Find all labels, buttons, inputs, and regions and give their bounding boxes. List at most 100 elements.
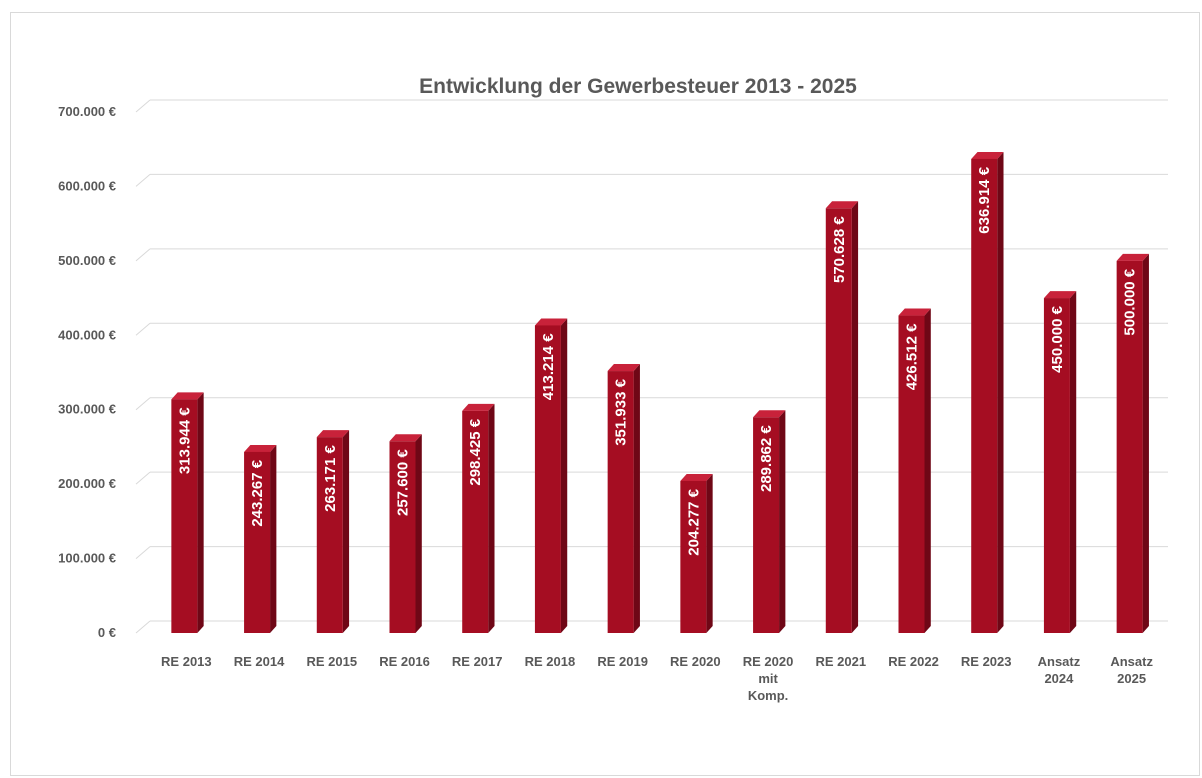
x-tick-label: RE 2023	[961, 654, 1012, 669]
bar: 450.000 €	[1043, 291, 1077, 633]
bar-front	[753, 417, 780, 633]
data-label: 263.171 €	[322, 444, 339, 511]
bar-front	[462, 410, 489, 633]
bar-front	[389, 441, 416, 633]
bar-top	[171, 392, 204, 400]
x-tick-line: RE 2015	[306, 654, 357, 669]
y-tick-label: 500.000 €	[58, 253, 116, 268]
x-tick-label: RE 2016	[379, 654, 430, 669]
x-tick-line: RE 2017	[452, 654, 503, 669]
bar-front	[316, 437, 343, 633]
bar: 257.600 €	[389, 434, 422, 633]
x-tick-line: 2024	[1044, 671, 1074, 686]
x-tick-label: RE 2017	[452, 654, 503, 669]
data-label: 298.425 €	[467, 418, 484, 485]
bar: 570.628 €	[825, 201, 859, 633]
y-tick-label: 200.000 €	[58, 476, 116, 491]
x-tick-line: RE 2019	[597, 654, 648, 669]
data-label: 204.277 €	[685, 488, 702, 555]
y-tick-label: 400.000 €	[58, 327, 116, 342]
bar-top	[389, 434, 422, 442]
bar-front	[171, 399, 198, 633]
bar: 313.944 €	[171, 392, 204, 633]
gridline-depth	[135, 174, 151, 187]
bar-top	[753, 410, 786, 418]
data-label: 257.600 €	[395, 449, 412, 516]
x-tick-label: RE 2013	[161, 654, 212, 669]
x-tick-line: RE 2014	[234, 654, 285, 669]
bar: 500.000 €	[1116, 253, 1149, 633]
bar-side	[706, 473, 713, 633]
gridline-depth	[135, 546, 151, 559]
y-tick-label: 300.000 €	[58, 402, 116, 417]
x-tick-line: 2025	[1117, 671, 1146, 686]
gridlines	[135, 99, 1168, 634]
gridline-depth	[135, 99, 151, 113]
x-tick-line: mit	[758, 671, 778, 686]
x-axis: RE 2013 RE 2014 RE 2015 RE 2016 RE 2017 RE 20…	[161, 654, 1153, 703]
bar: 263.171 €	[316, 430, 350, 633]
bar-front	[534, 325, 561, 633]
data-label: 636.914 €	[976, 166, 993, 233]
data-label: 289.862 €	[758, 425, 775, 492]
x-tick-line: RE 2020	[743, 654, 794, 669]
bar-top	[607, 364, 640, 372]
x-tick-line: RE 2022	[888, 654, 939, 669]
x-tick-line: Komp.	[748, 688, 788, 703]
data-label: 351.933 €	[613, 378, 630, 445]
bar-top	[1116, 253, 1149, 261]
x-tick-line: RE 2021	[815, 654, 866, 669]
bar-top	[1043, 291, 1077, 299]
bar-side	[851, 201, 859, 633]
bar: 413.214 €	[534, 318, 568, 633]
bar-side	[1142, 253, 1149, 633]
x-tick-line: RE 2023	[961, 654, 1012, 669]
data-label: 413.214 €	[540, 333, 557, 400]
bar-side	[779, 410, 786, 633]
bar: 351.933 €	[607, 364, 640, 633]
x-tick-label: RE 2022	[888, 654, 939, 669]
bar-side	[633, 364, 640, 633]
x-tick-label: Ansatz 2024	[1038, 654, 1081, 686]
bar-top	[680, 473, 713, 481]
x-tick-label: RE 2015	[306, 654, 357, 669]
bar-front	[1116, 260, 1143, 633]
y-tick-label: 0 €	[98, 625, 116, 640]
x-tick-label: RE 2018	[525, 654, 576, 669]
bar: 426.512 €	[898, 308, 931, 633]
y-tick-label: 600.000 €	[58, 178, 116, 193]
bar-front	[244, 451, 271, 633]
bar-side	[1069, 291, 1077, 633]
data-label: 426.512 €	[904, 323, 921, 390]
gridline-depth	[135, 471, 151, 485]
gridline-depth	[135, 397, 151, 411]
x-tick-label: RE 2014	[234, 654, 285, 669]
y-tick-label: 100.000 €	[58, 551, 116, 566]
data-label: 243.267 €	[249, 459, 266, 526]
bar-front	[898, 315, 925, 633]
bars: 313.944 € 243.267 € 263.171 € 257.600 € 298.…	[171, 151, 1149, 633]
bar-front	[607, 371, 634, 633]
chart-title: Entwicklung der Gewerbesteuer 2013 - 202…	[419, 75, 857, 98]
bar-top	[316, 430, 350, 438]
bar-front	[825, 208, 852, 633]
bar-side	[924, 308, 931, 633]
x-tick-label: RE 2020 mit Komp.	[743, 654, 794, 703]
bar: 298.425 €	[462, 403, 495, 633]
bar: 204.277 €	[680, 473, 713, 633]
data-label: 450.000 €	[1049, 305, 1066, 372]
y-axis: 0 € 100.000 € 200.000 € 300.000 € 400.000 € 5…	[58, 104, 116, 640]
gridline-depth	[135, 322, 151, 336]
x-tick-line: Ansatz	[1110, 654, 1153, 669]
x-tick-label: RE 2019	[597, 654, 648, 669]
data-label: 500.000 €	[1122, 268, 1139, 335]
bar-top	[462, 403, 495, 411]
y-tick-label: 700.000 €	[58, 104, 116, 119]
bar-top	[825, 201, 859, 209]
bar-top	[971, 151, 1004, 159]
x-tick-line: RE 2018	[525, 654, 576, 669]
data-label: 313.944 €	[176, 407, 193, 474]
bar-top	[534, 318, 568, 326]
x-tick-label: Ansatz 2025	[1110, 654, 1153, 686]
